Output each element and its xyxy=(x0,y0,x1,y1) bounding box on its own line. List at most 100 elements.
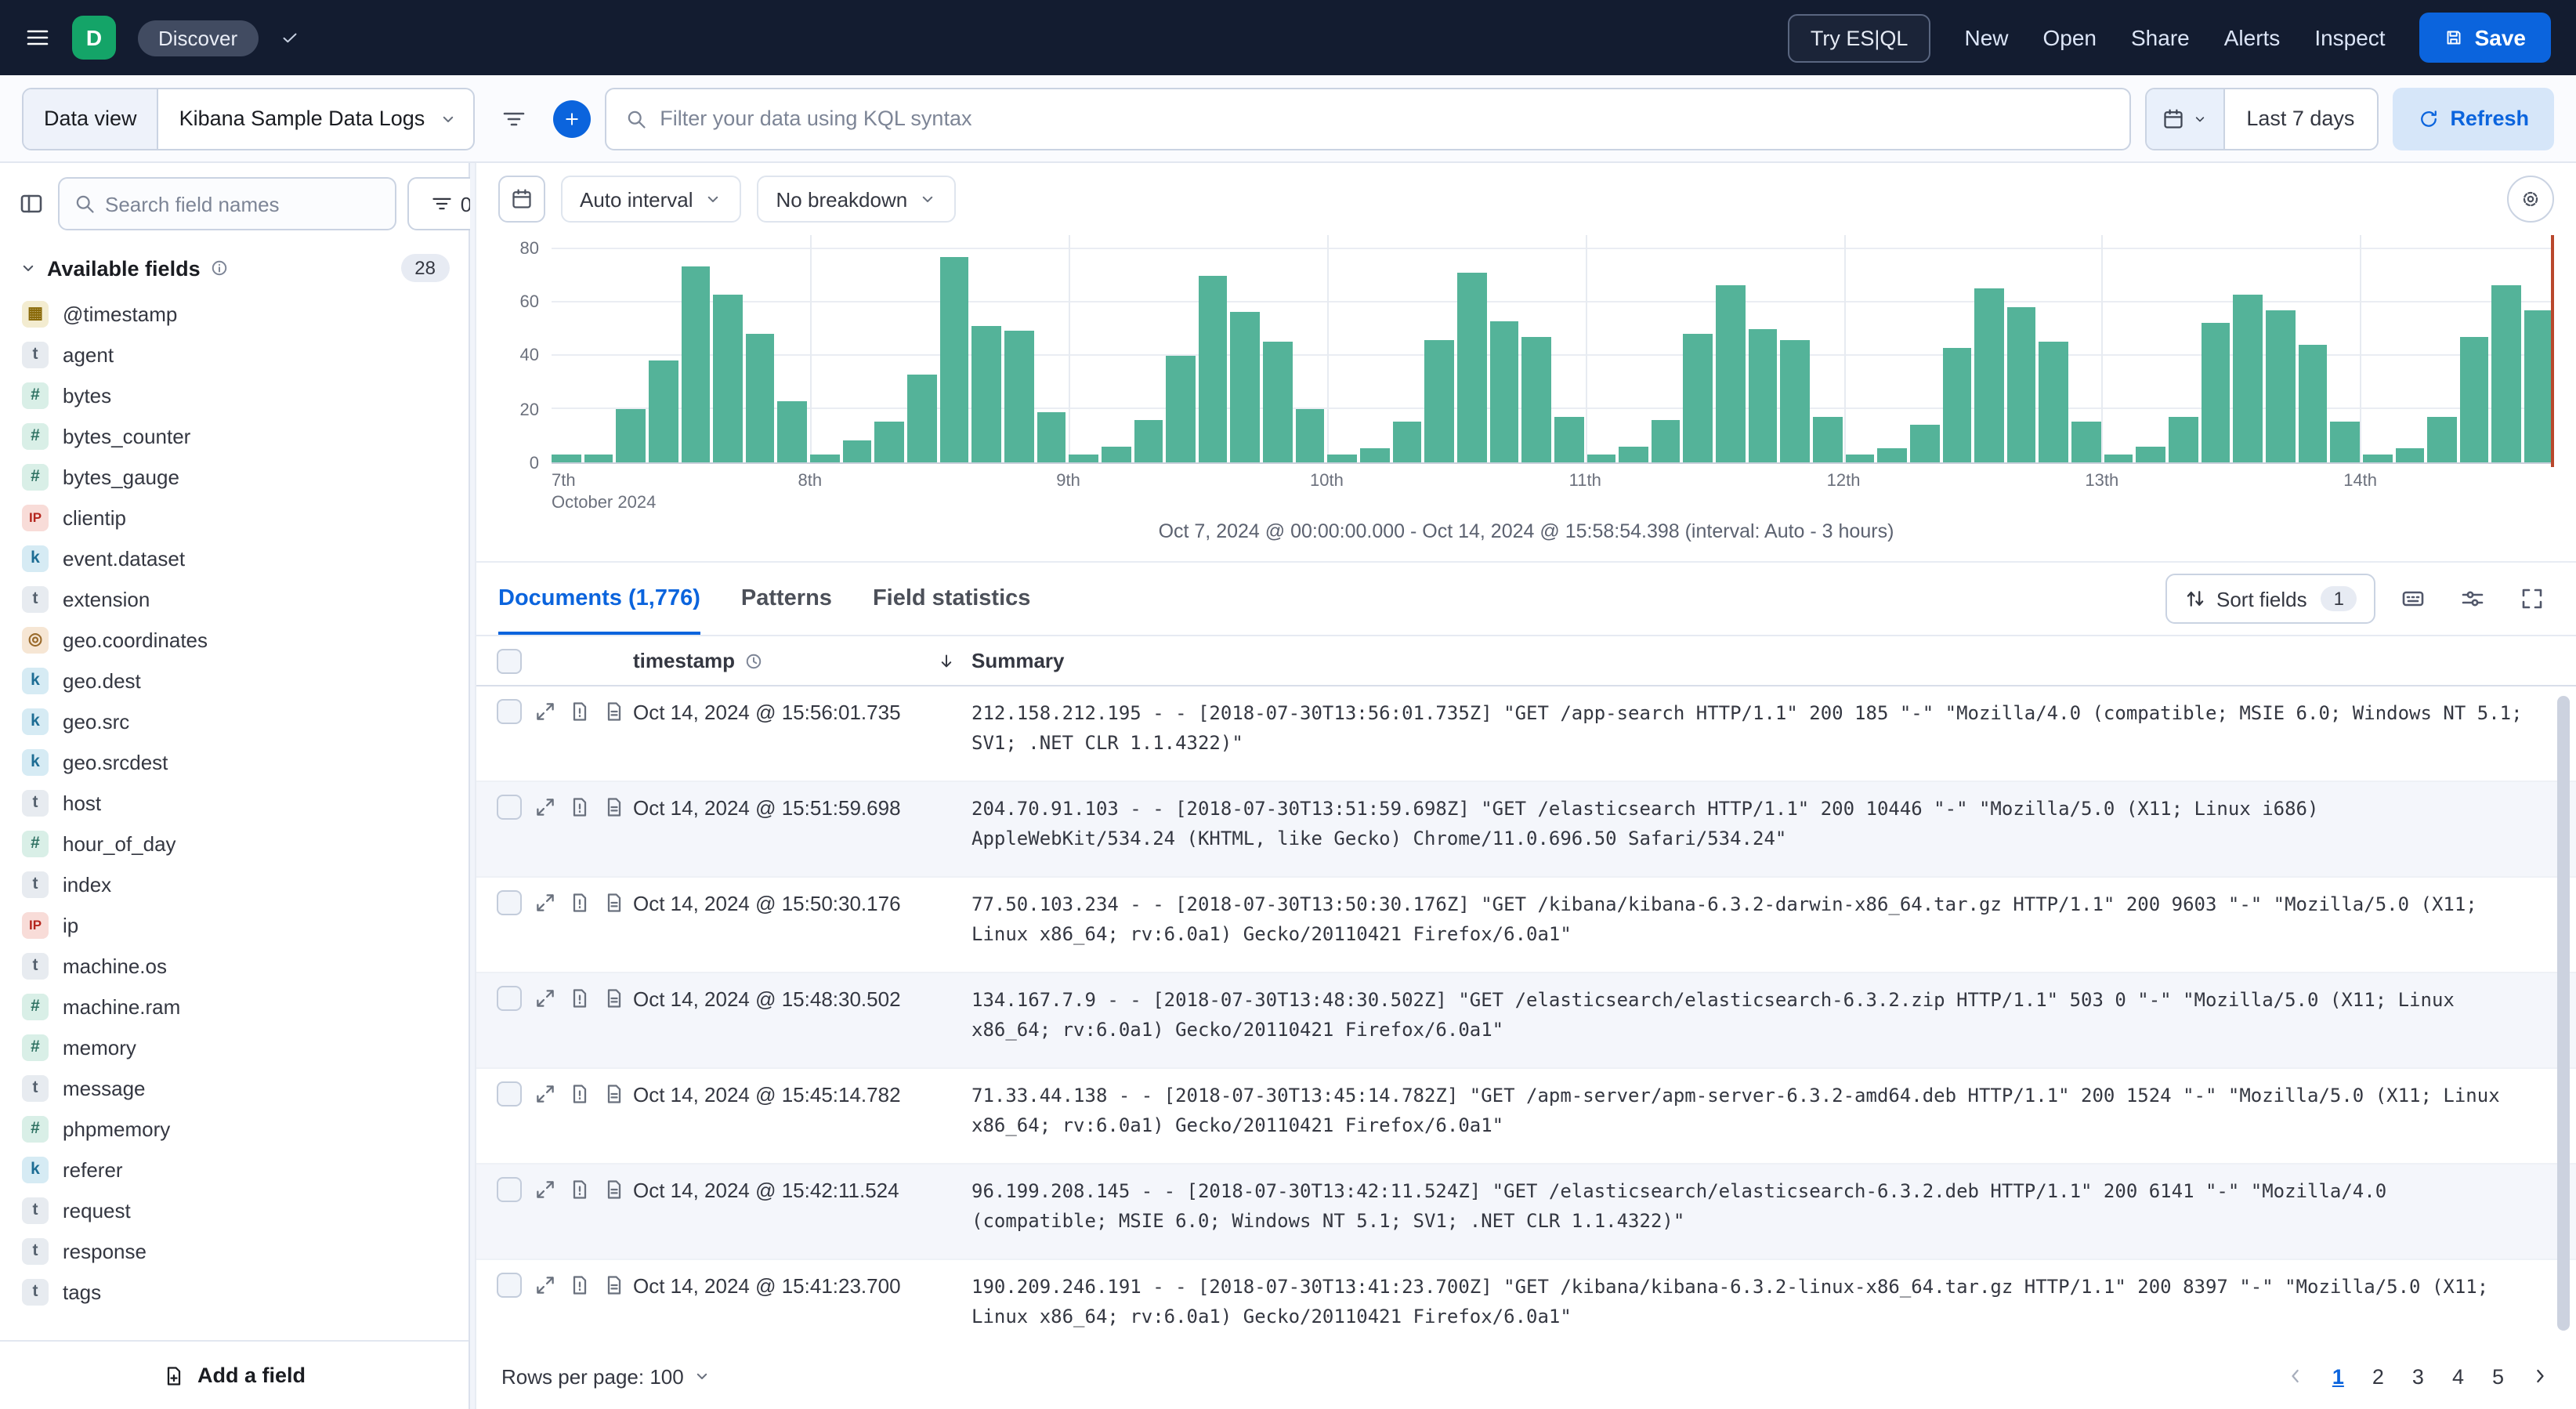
header-nav-link[interactable]: New xyxy=(1964,25,2009,50)
field-list-item[interactable]: ◎ geo.coordinates xyxy=(13,619,456,660)
chevron-down-icon[interactable] xyxy=(19,259,38,277)
doc-view-icon[interactable] xyxy=(603,987,625,1009)
histogram-bar[interactable] xyxy=(1586,454,1616,462)
histogram-bar[interactable] xyxy=(2491,285,2522,462)
tab[interactable]: Documents (1,776) xyxy=(498,563,700,635)
histogram-bar[interactable] xyxy=(1424,339,1454,462)
pagination-page[interactable]: 1 xyxy=(2332,1364,2344,1388)
keyboard-shortcuts-icon[interactable] xyxy=(2391,577,2435,621)
expand-row-icon[interactable] xyxy=(534,1179,556,1201)
histogram-bar[interactable] xyxy=(1780,339,1810,462)
histogram-bar[interactable] xyxy=(1456,272,1487,462)
field-list-item[interactable]: k referer xyxy=(13,1149,456,1190)
field-list-item[interactable]: k event.dataset xyxy=(13,538,456,578)
scrollbar[interactable] xyxy=(2557,696,2570,1331)
menu-icon[interactable] xyxy=(25,25,50,50)
histogram-bar[interactable] xyxy=(1069,454,1098,462)
data-view-picker[interactable]: Data view Kibana Sample Data Logs xyxy=(22,87,476,150)
kql-input[interactable] xyxy=(660,107,2111,130)
histogram-bar[interactable] xyxy=(2169,417,2198,462)
add-field-button[interactable]: Add a field xyxy=(0,1340,469,1409)
histogram-bar[interactable] xyxy=(681,266,711,462)
histogram-bar[interactable] xyxy=(1716,285,1746,462)
histogram-bar[interactable] xyxy=(2330,422,2360,462)
row-checkbox[interactable] xyxy=(497,1273,522,1298)
doc-flag-icon[interactable] xyxy=(569,701,591,723)
doc-view-icon[interactable] xyxy=(603,796,625,818)
histogram-bar[interactable] xyxy=(2265,310,2296,462)
pagination-page[interactable]: 4 xyxy=(2451,1364,2464,1388)
header-nav-link[interactable]: Alerts xyxy=(2223,25,2281,50)
field-list-item[interactable]: t request xyxy=(13,1190,456,1230)
field-list-item[interactable]: ▦ @timestamp xyxy=(13,293,456,334)
edit-visualization-button[interactable] xyxy=(498,176,545,223)
field-list-item[interactable]: # phpmemory xyxy=(13,1108,456,1149)
header-nav-link[interactable]: Open xyxy=(2042,25,2097,50)
histogram-bar[interactable] xyxy=(1037,411,1066,462)
histogram-bar[interactable] xyxy=(1360,448,1390,462)
histogram-bar[interactable] xyxy=(2006,307,2036,462)
histogram-bar[interactable] xyxy=(2427,417,2457,462)
time-range-label[interactable]: Last 7 days xyxy=(2246,107,2355,130)
histogram-bar[interactable] xyxy=(1877,448,1907,462)
next-page-icon[interactable] xyxy=(2529,1365,2551,1387)
doc-flag-icon[interactable] xyxy=(569,892,591,914)
histogram-bar[interactable] xyxy=(1521,336,1551,462)
header-nav-link[interactable]: Share xyxy=(2131,25,2190,50)
histogram-bar[interactable] xyxy=(1845,454,1875,462)
histogram-bar[interactable] xyxy=(1166,355,1196,462)
doc-flag-icon[interactable] xyxy=(569,1274,591,1296)
summary-column-header[interactable]: Summary xyxy=(971,649,1065,672)
field-list-item[interactable]: # hour_of_day xyxy=(13,823,456,864)
tab[interactable]: Patterns xyxy=(740,586,832,611)
doc-flag-icon[interactable] xyxy=(569,987,591,1009)
histogram-bar[interactable] xyxy=(2104,454,2133,462)
row-checkbox[interactable] xyxy=(497,1081,522,1107)
timestamp-column-header[interactable]: timestamp xyxy=(633,649,736,672)
histogram-bar[interactable] xyxy=(713,294,743,462)
doc-view-icon[interactable] xyxy=(603,701,625,723)
histogram-bar[interactable] xyxy=(584,454,613,462)
field-list-item[interactable]: # bytes xyxy=(13,375,456,415)
collapse-sidebar-icon[interactable] xyxy=(16,188,47,219)
field-search[interactable] xyxy=(58,177,396,230)
histogram-bar[interactable] xyxy=(777,400,808,462)
histogram-bar[interactable] xyxy=(1327,454,1358,462)
rows-per-page-button[interactable]: Rows per page: 100 xyxy=(501,1364,712,1388)
histogram-bar[interactable] xyxy=(2524,310,2554,462)
doc-view-icon[interactable] xyxy=(603,892,625,914)
histogram-bar[interactable] xyxy=(2395,448,2425,462)
histogram-bar[interactable] xyxy=(874,422,905,462)
field-list-item[interactable]: IP clientip xyxy=(13,497,456,538)
field-list-item[interactable]: # bytes_counter xyxy=(13,415,456,456)
doc-view-icon[interactable] xyxy=(603,1274,625,1296)
histogram-bar[interactable] xyxy=(1942,347,1972,462)
field-list-item[interactable]: k geo.srcdest xyxy=(13,741,456,782)
row-checkbox[interactable] xyxy=(497,699,522,724)
histogram-bar[interactable] xyxy=(1489,321,1519,462)
histogram-bar[interactable] xyxy=(1230,312,1261,462)
field-list-item[interactable]: t tags xyxy=(13,1271,456,1312)
field-list-item[interactable]: k geo.dest xyxy=(13,660,456,701)
field-list-item[interactable]: # memory xyxy=(13,1027,456,1067)
add-filter-button[interactable] xyxy=(553,100,592,137)
row-checkbox[interactable] xyxy=(497,986,522,1011)
display-options-icon[interactable] xyxy=(2451,577,2495,621)
histogram-bar[interactable] xyxy=(1198,275,1228,462)
field-list-item[interactable]: k geo.src xyxy=(13,701,456,741)
histogram-bar[interactable] xyxy=(2233,294,2263,462)
field-list-item[interactable]: # machine.ram xyxy=(13,986,456,1027)
saved-query-menu-icon[interactable] xyxy=(489,93,539,143)
histogram-bar[interactable] xyxy=(1909,425,1940,462)
space-logo[interactable]: D xyxy=(72,16,116,60)
histogram-bar[interactable] xyxy=(1974,288,2004,462)
row-checkbox[interactable] xyxy=(497,1177,522,1202)
field-list-item[interactable]: t agent xyxy=(13,334,456,375)
expand-row-icon[interactable] xyxy=(534,701,556,723)
histogram-bar[interactable] xyxy=(648,360,678,462)
available-fields-title[interactable]: Available fields xyxy=(47,256,201,280)
field-list-item[interactable]: IP ip xyxy=(13,904,456,945)
histogram-bar[interactable] xyxy=(1101,446,1131,462)
fullscreen-icon[interactable] xyxy=(2510,577,2554,621)
prev-page-icon[interactable] xyxy=(2285,1365,2307,1387)
